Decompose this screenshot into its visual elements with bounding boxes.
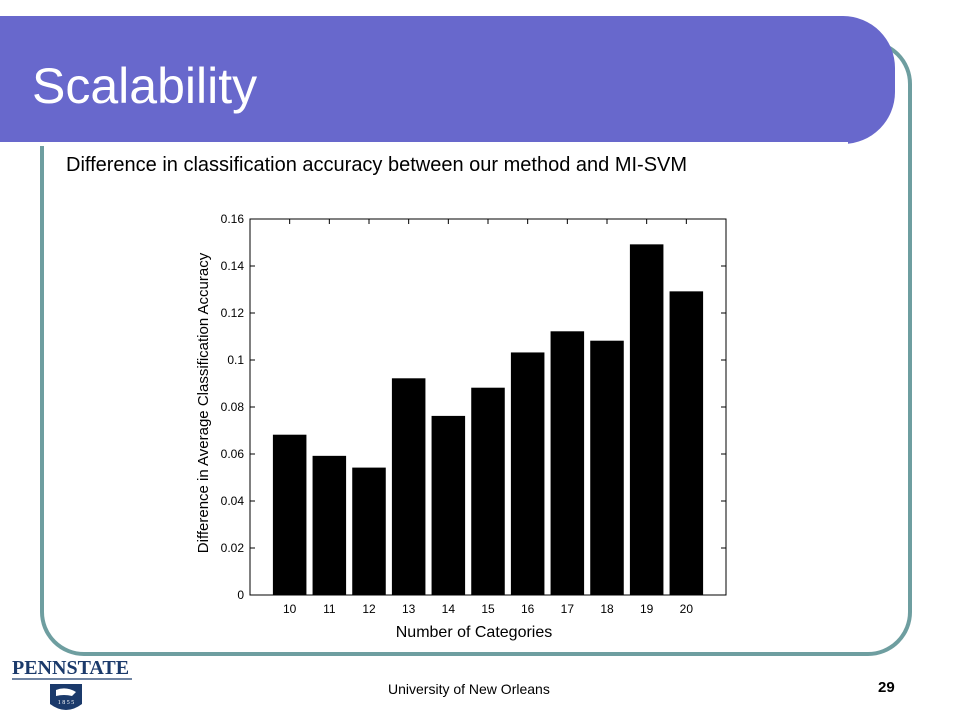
bar-11: [312, 455, 347, 596]
y-tick-label: 0.14: [221, 259, 245, 273]
page-number: 29: [878, 679, 895, 696]
y-axis-ticks: 0 0.02 0.04 0.06 0.08 0.1 0.12 0.14 0.16: [221, 212, 726, 602]
bar-10: [272, 434, 307, 596]
x-tick-label: 10: [283, 602, 297, 616]
lion-icon: [56, 688, 76, 696]
pennstate-logo-wordmark: PENNSTATE: [12, 657, 129, 679]
bar-12: [352, 467, 386, 596]
x-tick-label: 14: [442, 602, 456, 616]
x-axis-ticks: 10 11 12 13 14 15 16 17 18 19 20: [283, 219, 693, 616]
slide-title: Scalability: [32, 58, 258, 114]
y-tick-label: 0.08: [221, 400, 245, 414]
footer-text: University of New Orleans: [388, 681, 550, 697]
bars: [272, 244, 704, 596]
x-tick-label: 11: [323, 602, 336, 616]
y-tick-label: 0.1: [227, 353, 244, 367]
bar-18: [590, 340, 624, 596]
bar-13: [391, 378, 426, 596]
x-tick-label: 19: [640, 602, 654, 616]
title-bar: Scalability: [0, 16, 895, 146]
x-axis-label: Number of Categories: [396, 624, 553, 641]
y-tick-label: 0: [237, 588, 244, 602]
x-tick-label: 16: [521, 602, 535, 616]
x-tick-label: 15: [481, 602, 495, 616]
slide-subtitle: Difference in classification accuracy be…: [66, 154, 688, 176]
bar-19: [629, 244, 664, 596]
x-tick-label: 12: [362, 602, 376, 616]
title-underline: [0, 142, 848, 146]
bar-14: [431, 415, 466, 596]
x-tick-label: 17: [561, 602, 575, 616]
pennstate-logo: PENNSTATE 1 8 5 5: [12, 657, 132, 710]
y-tick-label: 0.06: [221, 447, 245, 461]
x-tick-label: 20: [680, 602, 694, 616]
x-tick-label: 18: [600, 602, 614, 616]
x-tick-label: 13: [402, 602, 416, 616]
logo-year: 1 8 5 5: [58, 700, 75, 706]
bar-15: [471, 387, 505, 596]
shield-icon: [50, 684, 82, 710]
bar-20: [669, 291, 704, 596]
y-axis-label: Difference in Average Classification Acc…: [195, 252, 212, 553]
bar-chart: 00.020.040.060.080.10.120.140.16 10 11 12 1…: [195, 212, 727, 641]
bar-16: [510, 352, 545, 596]
y-tick-label: 0.04: [221, 494, 245, 508]
bar-17: [550, 331, 585, 596]
y-tick-label: 0.12: [221, 306, 245, 320]
y-tick-label: 0.02: [221, 541, 245, 555]
y-tick-label: 0.16: [221, 212, 245, 226]
